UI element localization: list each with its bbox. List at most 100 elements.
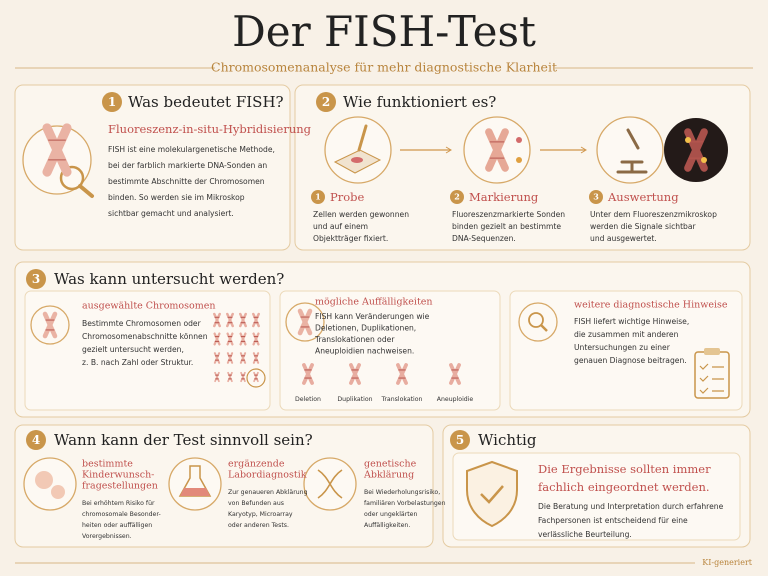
chromosome: [42, 311, 58, 339]
chromosome: [226, 332, 234, 346]
body-text: binden. So werden sie im Mikroskop: [108, 193, 245, 202]
chromosome: [214, 371, 220, 383]
number-badge: [311, 190, 325, 204]
probe: [516, 137, 522, 143]
check: [480, 485, 504, 504]
chromosome: [684, 128, 708, 172]
item-text: oder anderen Tests.: [228, 522, 289, 529]
number: 3: [593, 192, 599, 202]
chromosome: [297, 308, 313, 336]
highlight-ring: [246, 368, 266, 388]
chromosome: [240, 371, 246, 383]
highlight: Die Ergebnisse sollten immer: [538, 462, 711, 476]
pipette: [357, 124, 368, 152]
chromosome: [252, 332, 260, 346]
step-title: Probe: [330, 190, 365, 204]
item-text: Auffälligkeiten.: [364, 522, 410, 529]
number-badge: [450, 430, 470, 450]
item-text: Vorergebnissen.: [82, 533, 132, 540]
card-title: weitere diagnostische Hinweise: [574, 300, 728, 311]
number: 1: [315, 192, 321, 202]
step-title: Auswertung: [607, 190, 679, 204]
body-text: FISH ist eine molekulargenetische Method…: [108, 145, 275, 154]
item-text: Zur genaueren Abklärung: [228, 489, 308, 496]
label: Aneuploidie: [437, 396, 474, 403]
chromosome: [239, 352, 247, 364]
number: 5: [456, 433, 464, 447]
number: 4: [32, 433, 40, 447]
number-badge: [316, 92, 336, 112]
step-text: Objektträger fixiert.: [313, 234, 388, 243]
card-text: FISH kann Veränderungen wie: [315, 312, 430, 321]
step-text: Fluoreszenzmarkierte Sonden: [452, 210, 565, 219]
card: [14, 84, 291, 251]
icon-circle: [596, 116, 664, 184]
card-title: ausgewählte Chromosomen: [82, 301, 216, 312]
step-text: und ausgewertet.: [590, 234, 657, 243]
chromosome: [239, 312, 247, 328]
label: Duplikation: [337, 396, 372, 403]
item-title: Kinderwunsch-: [82, 470, 154, 481]
step-text: Unter dem Fluoreszenzmikroskop: [590, 210, 717, 219]
card-text: Aneuploidien nachweisen.: [315, 347, 414, 356]
body-text: verlässliche Beurteilung.: [538, 530, 632, 539]
label: Translokation: [381, 396, 423, 403]
item-text: heiten oder auffälligen: [82, 522, 152, 529]
heading: Wie funktioniert es?: [343, 93, 496, 111]
body-text: bestimmte Abschnitte der Chromosomen: [108, 177, 265, 186]
label: Deletion: [295, 396, 321, 403]
item-title: genetische: [364, 459, 417, 470]
item-text: Bei erhöhtem Risiko für: [82, 500, 155, 507]
item-title: fragestellungen: [82, 481, 158, 492]
card-text: Deletionen, Duplikationen,: [315, 324, 416, 333]
footer-note: KI-generiert: [702, 558, 753, 567]
flask-liquid: [180, 488, 210, 496]
cell: [51, 485, 65, 499]
chromosome: [253, 371, 259, 383]
step-text: werden die Signale sichtbar: [590, 222, 697, 231]
subtitle: Chromosomenanalyse für mehr diagnostisch…: [211, 60, 557, 75]
icon-circle: [518, 302, 558, 342]
chromosome: [226, 352, 234, 364]
sub-card: [509, 290, 743, 411]
card-text: z. B. nach Zahl oder Struktur.: [82, 358, 193, 367]
title: Der FISH-Test: [232, 7, 536, 56]
number-badge: [102, 92, 122, 112]
item-text: Karyotyp, Microarray: [228, 511, 293, 518]
microscope: [616, 128, 648, 174]
number: 2: [322, 95, 330, 109]
step-title: Markierung: [469, 190, 539, 204]
chromosome: [349, 363, 361, 385]
chromosome: [396, 363, 408, 385]
body-text: Fachpersonen ist entscheidend für eine: [538, 516, 688, 525]
body-text: bei der farblich markierte DNA-Sonden an: [108, 161, 267, 170]
item-text: familiären Vorbelastungen: [364, 500, 446, 507]
card-title: mögliche Auffälligkeiten: [315, 297, 433, 308]
step-text: Zellen werden gewonnen: [313, 210, 409, 219]
card: [14, 424, 434, 548]
item-text: von Befunden aus: [228, 500, 284, 507]
item-title: bestimmte: [82, 459, 133, 470]
item-text: Bei Wiederholungsrisiko,: [364, 489, 440, 496]
card-text: gezielt untersucht werden,: [82, 345, 184, 354]
magnifier: [78, 184, 94, 198]
checklist: [699, 363, 724, 394]
probe: [516, 157, 522, 163]
clipboard: [704, 348, 720, 355]
card-text: Translokationen oder: [314, 335, 395, 344]
magnifier: [528, 312, 544, 328]
signal: [701, 157, 707, 163]
chromosome: [213, 312, 221, 328]
item-text: chromosomale Besonder-: [82, 511, 161, 518]
card-text: Untersuchungen zu einer: [574, 343, 671, 352]
number-badge: [26, 269, 46, 289]
item-title: ergänzende: [228, 459, 285, 470]
body-text: sichtbar gemacht und analysiert.: [108, 209, 234, 218]
sub-card: [452, 452, 741, 541]
item-title: Abklärung: [363, 470, 414, 481]
item-title: Labordiagnostik: [228, 470, 307, 481]
card-text: Chromosomenabschnitte können: [82, 332, 208, 341]
arrow: [445, 146, 452, 154]
sub-card: [24, 290, 271, 411]
